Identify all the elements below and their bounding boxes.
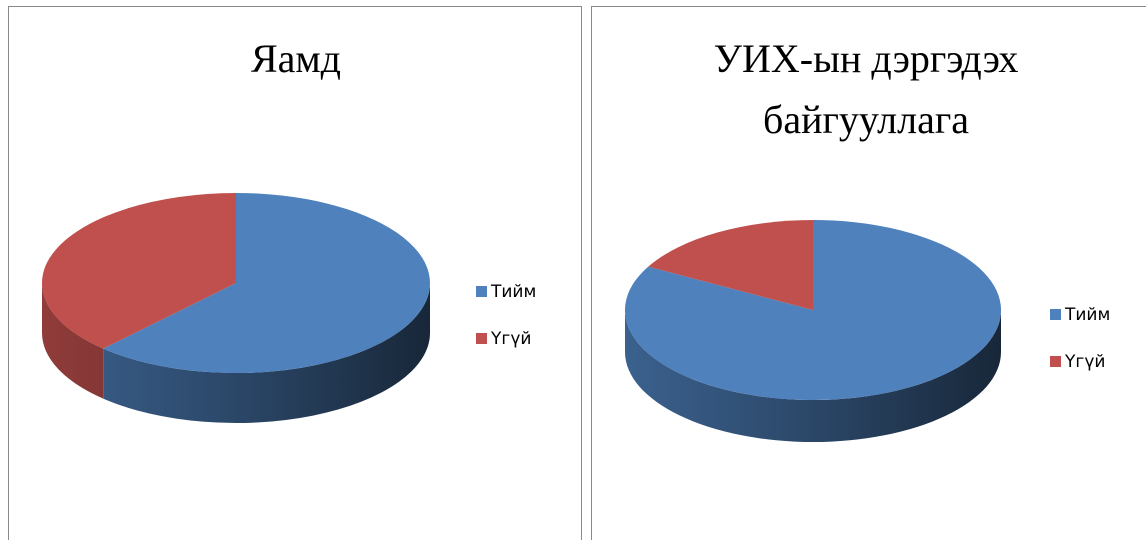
slice-side [103, 283, 430, 424]
legend-swatch [1050, 356, 1061, 367]
chart-title: байгууллага [763, 97, 969, 142]
legend-swatch [476, 333, 487, 344]
slice-side [625, 310, 1001, 442]
legend-label: Үгүй [490, 329, 531, 349]
legend-swatch [1050, 309, 1061, 320]
slice [41, 193, 236, 349]
legend-label: Үгүй [1064, 352, 1105, 372]
chart-title: УИХ-ын дэргэдэх [714, 36, 1019, 81]
legend-swatch [476, 286, 487, 297]
slice [648, 220, 813, 310]
slice [103, 193, 430, 373]
legend-label: Тийм [1064, 305, 1110, 325]
chart-title: Яамд [251, 36, 341, 81]
slice-side [42, 283, 104, 399]
legend-label: Тийм [490, 282, 536, 302]
